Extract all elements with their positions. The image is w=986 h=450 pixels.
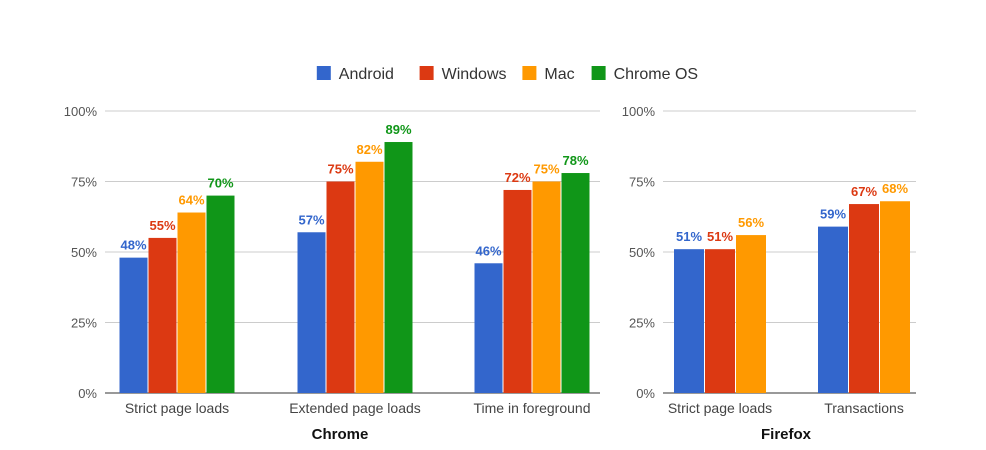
- chrome-bar-time-in-foreground-mac: [532, 181, 561, 393]
- chrome-ytick-75: 75%: [71, 175, 97, 190]
- firefox-ytick-25: 25%: [629, 316, 655, 331]
- legend-label-android: Android: [339, 66, 394, 83]
- legend-label-mac: Mac: [544, 66, 574, 83]
- firefox-bar-transactions-windows: [849, 204, 879, 393]
- chrome-ytick-0: 0%: [78, 386, 97, 401]
- firefox-ytick-100: 100%: [622, 104, 656, 119]
- chrome-data-label-extended-page-loads-chrome-os: 89%: [385, 122, 411, 137]
- firefox-data-label-strict-page-loads-mac: 56%: [738, 215, 764, 230]
- legend-label-chrome-os: Chrome OS: [614, 66, 698, 83]
- chrome-bar-strict-page-loads-mac: [177, 212, 206, 393]
- chrome-category-time-in-foreground: Time in foreground: [474, 400, 591, 416]
- legend-swatch-android: [316, 66, 331, 80]
- chrome-bar-strict-page-loads-android: [119, 257, 148, 393]
- firefox-chart-panel: 0% 25% 50% 75% 100% 51% 51% 56% Strict page load…: [622, 104, 916, 443]
- firefox-ytick-0: 0%: [636, 386, 655, 401]
- chrome-bar-extended-page-loads-chrome-os: [384, 142, 413, 393]
- firefox-bar-transactions-mac: [880, 201, 910, 393]
- chrome-bar-time-in-foreground-windows: [503, 189, 532, 393]
- chrome-bar-strict-page-loads-windows: [148, 237, 177, 393]
- legend-swatch-mac: [522, 66, 537, 80]
- chrome-bar-extended-page-loads-windows: [326, 181, 355, 393]
- chrome-data-label-time-in-foreground-chrome-os: 78%: [562, 153, 588, 168]
- chrome-bar-time-in-foreground-android: [474, 263, 503, 393]
- chrome-ytick-100: 100%: [64, 104, 98, 119]
- chrome-bar-extended-page-loads-android: [297, 232, 326, 393]
- chrome-bar-time-in-foreground-chrome-os: [561, 173, 590, 393]
- firefox-ytick-75: 75%: [629, 175, 655, 190]
- chrome-ytick-25: 25%: [71, 316, 97, 331]
- chrome-data-label-extended-page-loads-windows: 75%: [327, 162, 353, 177]
- chrome-category-strict-page-loads: Strict page loads: [125, 400, 229, 416]
- legend: Android Windows Mac Chrome OS: [316, 66, 698, 83]
- firefox-category-transactions: Transactions: [824, 400, 904, 416]
- chrome-data-label-time-in-foreground-mac: 75%: [533, 162, 559, 177]
- legend-label-windows: Windows: [442, 66, 507, 83]
- chrome-data-label-strict-page-loads-chrome-os: 70%: [207, 176, 233, 191]
- chrome-bar-extended-page-loads-mac: [355, 161, 384, 393]
- firefox-data-label-transactions-mac: 68%: [882, 181, 908, 196]
- firefox-bar-strict-page-loads-android: [674, 249, 704, 393]
- chrome-title: Chrome: [312, 426, 369, 443]
- firefox-data-label-strict-page-loads-windows: 51%: [707, 229, 733, 244]
- chrome-data-label-time-in-foreground-windows: 72%: [504, 170, 530, 185]
- chrome-bar-strict-page-loads-chrome-os: [206, 195, 235, 393]
- legend-swatch-windows: [419, 66, 434, 80]
- chrome-category-extended-page-loads: Extended page loads: [289, 400, 421, 416]
- chrome-data-label-extended-page-loads-mac: 82%: [356, 142, 382, 157]
- firefox-bar-transactions-android: [818, 226, 848, 393]
- firefox-ytick-50: 50%: [629, 245, 655, 260]
- chrome-data-label-extended-page-loads-android: 57%: [298, 212, 324, 227]
- firefox-bar-strict-page-loads-mac: [736, 235, 766, 393]
- legend-swatch-chrome-os: [591, 66, 606, 80]
- chrome-ytick-50: 50%: [71, 245, 97, 260]
- firefox-data-label-transactions-android: 59%: [820, 207, 846, 222]
- chrome-data-label-time-in-foreground-android: 46%: [475, 243, 501, 258]
- chrome-data-label-strict-page-loads-mac: 64%: [178, 193, 204, 208]
- chrome-data-label-strict-page-loads-windows: 55%: [149, 218, 175, 233]
- firefox-category-strict-page-loads: Strict page loads: [668, 400, 772, 416]
- chrome-data-label-strict-page-loads-android: 48%: [120, 238, 146, 253]
- firefox-data-label-transactions-windows: 67%: [851, 184, 877, 199]
- firefox-bar-strict-page-loads-windows: [705, 249, 735, 393]
- chrome-chart-panel: 0% 25% 50% 75% 100% 48%55%64%70% Strict page l…: [64, 104, 600, 443]
- firefox-title: Firefox: [761, 426, 812, 443]
- firefox-data-label-strict-page-loads-android: 51%: [676, 229, 702, 244]
